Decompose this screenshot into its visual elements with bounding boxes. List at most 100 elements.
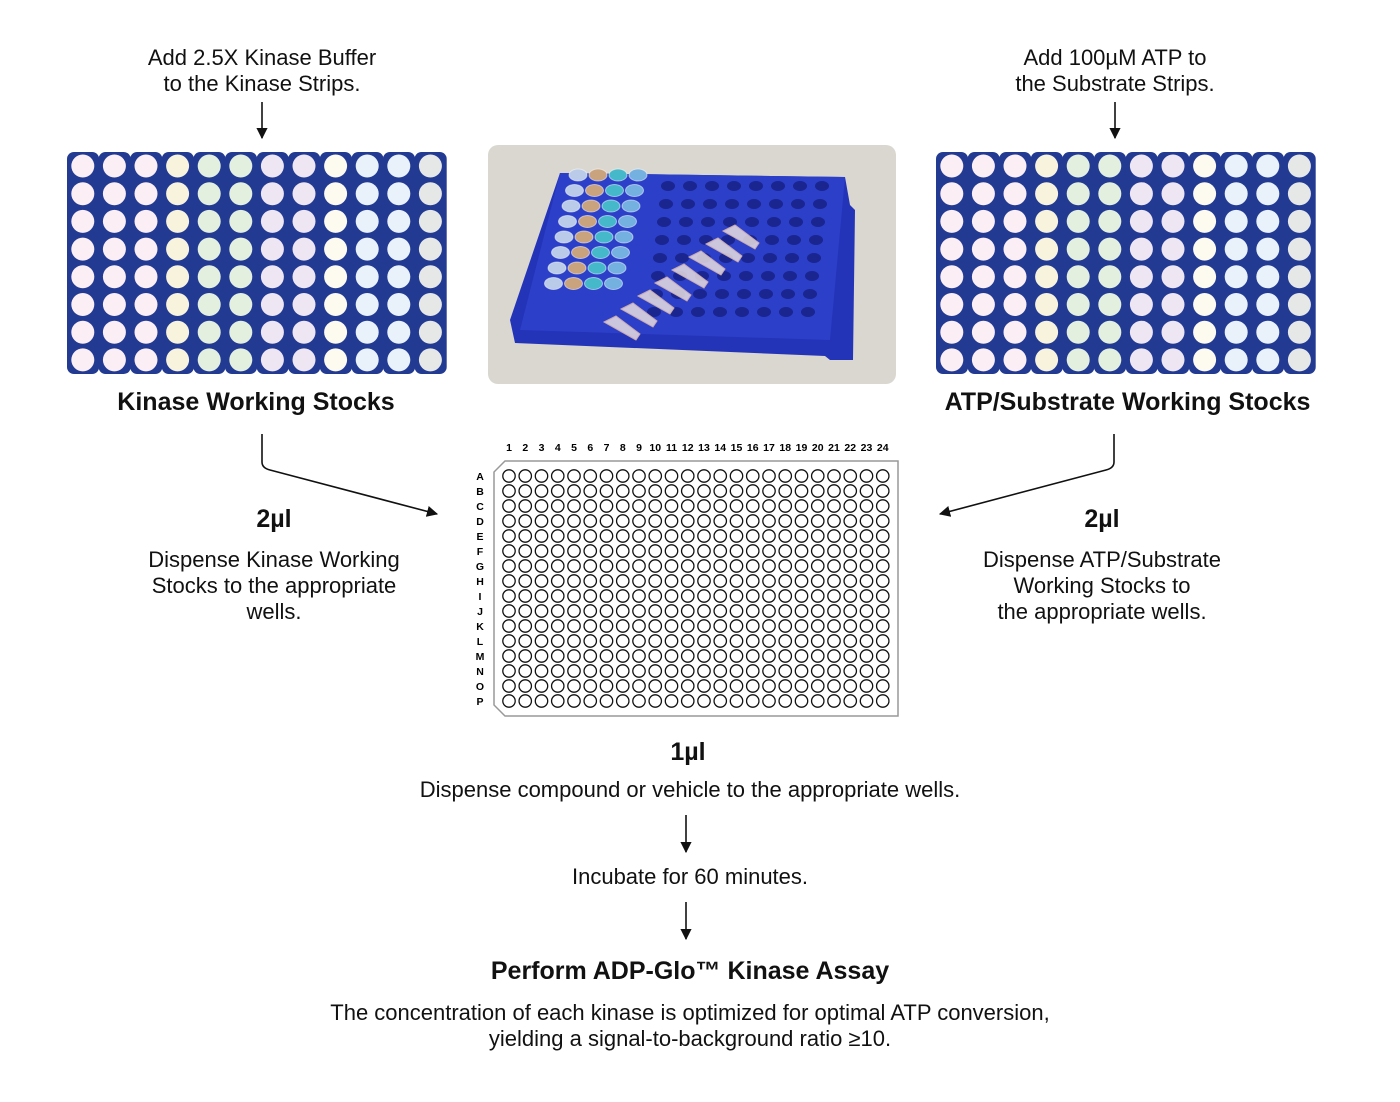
tube-well	[1256, 154, 1280, 178]
plate-well	[810, 694, 825, 708]
tube-well	[1003, 154, 1027, 178]
tube-well	[1129, 209, 1153, 233]
plate-well	[697, 514, 711, 528]
plate-well	[810, 529, 825, 543]
tube-well	[71, 182, 95, 206]
tube-well	[1287, 293, 1311, 316]
tube-well	[1129, 293, 1153, 316]
plate-well	[875, 529, 890, 543]
plate-well	[550, 559, 565, 573]
tube-strip	[1157, 152, 1190, 374]
tube-cap	[604, 277, 623, 290]
plate-well	[713, 589, 728, 603]
plate-well	[827, 634, 841, 648]
pcr-tube	[602, 315, 641, 341]
plate-well	[664, 559, 679, 573]
plate-row-label: D	[476, 516, 484, 528]
plate-well	[599, 499, 614, 513]
plate-well	[827, 514, 841, 528]
plate-well	[664, 694, 679, 708]
plate-well	[550, 529, 565, 543]
plate-well	[615, 694, 630, 708]
plate-well	[729, 574, 744, 588]
tube-well	[971, 293, 995, 316]
plate-well	[664, 574, 679, 588]
plate-well	[632, 574, 646, 588]
tube-well	[229, 320, 253, 344]
plate-well	[843, 544, 858, 558]
plate-row-label: C	[476, 501, 484, 513]
tube-well	[1098, 237, 1122, 261]
plate-well	[713, 604, 728, 618]
tube-well	[971, 265, 995, 289]
tube-well	[971, 320, 995, 344]
plate-well	[599, 664, 614, 678]
tube-well	[134, 348, 158, 372]
tube-well	[940, 154, 964, 178]
kinase-dispense-text: Dispense Kinase Working Stocks to the ap…	[148, 547, 400, 624]
plate-well	[502, 574, 516, 588]
tube-well	[260, 209, 284, 233]
plate-well	[762, 634, 776, 648]
plate-well	[713, 529, 728, 543]
tube-well	[1035, 209, 1059, 233]
plate-well	[713, 649, 728, 663]
plate-well	[664, 484, 679, 498]
plate-well	[583, 694, 598, 708]
plate-well	[762, 619, 776, 633]
plate-well	[810, 514, 825, 528]
tube-well	[940, 182, 964, 206]
tube-well	[940, 348, 964, 372]
plate-well	[502, 679, 516, 693]
tube-cap	[588, 168, 608, 182]
plate-well	[810, 649, 825, 663]
incubate-text: Incubate for 60 minutes.	[571, 864, 809, 889]
plate-well	[680, 664, 695, 678]
pcr-tube	[653, 276, 692, 302]
plate-well	[648, 469, 663, 483]
plate-well	[502, 604, 516, 618]
plate-well	[859, 529, 874, 543]
plate-column-label: 7	[604, 442, 610, 454]
tube-well	[324, 237, 348, 261]
tube-cap	[621, 199, 641, 213]
tube-well	[102, 320, 126, 344]
plate-well	[859, 619, 874, 633]
plate-well	[859, 484, 874, 498]
plate-well	[550, 514, 565, 528]
tube-well	[1003, 237, 1027, 261]
tube-well	[102, 154, 126, 178]
plate-row-label: A	[476, 471, 484, 483]
tube-well	[1256, 209, 1280, 233]
plate-well	[843, 499, 858, 513]
tube-well	[1098, 293, 1122, 316]
plate-well	[745, 529, 760, 543]
tube-well	[292, 182, 316, 206]
plate-well	[843, 514, 858, 528]
plate-well	[664, 604, 679, 618]
tube-well	[940, 265, 964, 289]
plate-row-label: E	[476, 531, 483, 543]
tube-well	[1161, 182, 1185, 206]
plate-well	[843, 574, 858, 588]
plate-well	[859, 499, 874, 513]
plate-well	[729, 544, 744, 558]
tube-well	[324, 182, 348, 206]
plate-well	[762, 469, 776, 483]
tube-well	[71, 237, 95, 261]
plate-column-label: 14	[714, 442, 726, 454]
plate-well	[843, 604, 858, 618]
plate-well	[810, 604, 825, 618]
plate-well	[534, 649, 549, 663]
plate-well	[810, 619, 825, 633]
tube-well	[260, 293, 284, 316]
plate-well	[502, 544, 516, 558]
atp-instruction: Add 100µM ATP to the Substrate Strips.	[1015, 45, 1215, 96]
plate-row-label: M	[476, 651, 485, 663]
tube-well	[1256, 293, 1280, 316]
plate-well	[778, 469, 793, 483]
atp-volume: 2µl	[1084, 505, 1120, 533]
plate-well	[745, 559, 760, 573]
plate-well	[648, 604, 663, 618]
